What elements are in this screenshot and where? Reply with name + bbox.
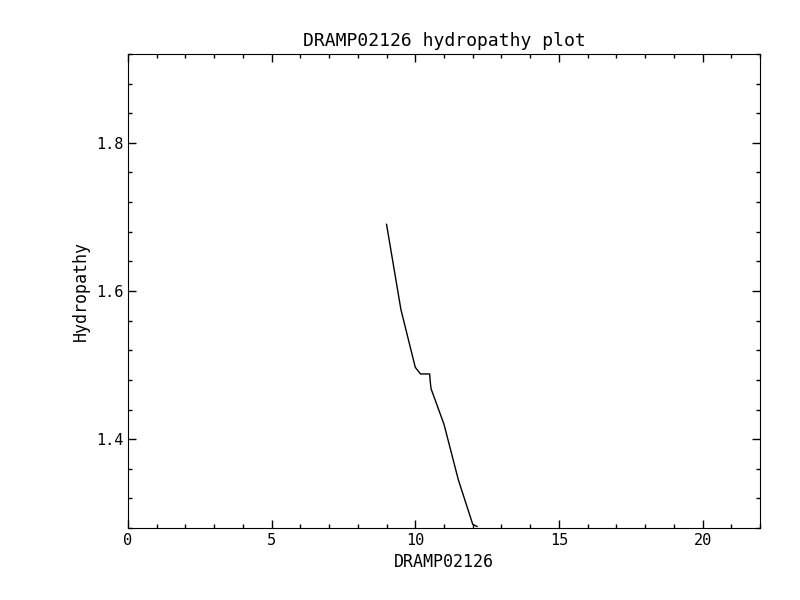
X-axis label: DRAMP02126: DRAMP02126	[394, 553, 494, 571]
Y-axis label: Hydropathy: Hydropathy	[72, 241, 90, 341]
Title: DRAMP02126 hydropathy plot: DRAMP02126 hydropathy plot	[302, 32, 586, 50]
